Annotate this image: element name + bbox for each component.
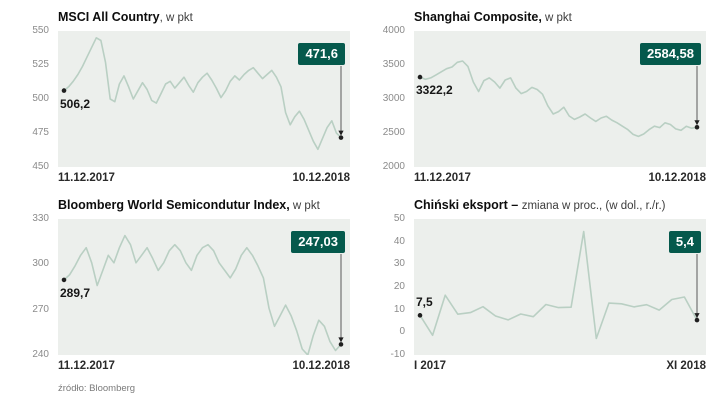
y-axis-ticks: 50 40 30 20 10 0 -10 (368, 213, 410, 360)
line-chart-svg (61, 37, 344, 151)
y-axis-ticks: 4000 3500 3000 2500 2000 (368, 25, 410, 172)
start-value-label: 7,5 (416, 295, 433, 310)
chart-area: 550 525 500 475 450 506,2 471,6 (12, 25, 352, 172)
y-tick-label: 525 (32, 59, 49, 70)
chart-area: 4000 3500 3000 2500 2000 3322,2 2584,58 (368, 25, 708, 172)
line-chart-svg (417, 230, 700, 340)
x-end-label: 10.12.2018 (292, 172, 350, 184)
y-tick-label: 550 (32, 25, 49, 36)
x-axis-labels: 11.12.2017 10.12.2018 (12, 172, 352, 184)
end-point-dot (694, 124, 700, 130)
chart-title-unit: w pkt (289, 200, 320, 212)
y-tick-label: 30 (393, 258, 405, 270)
chart-panel-chinese-exports: Chiński eksport – zmiana w proc., (w dol… (368, 196, 708, 372)
y-tick-label: -10 (390, 349, 405, 360)
chart-area: 50 40 30 20 10 0 -10 7,5 5,4 (368, 213, 708, 360)
y-tick-label: 0 (399, 326, 405, 338)
x-end-label: 10.12.2018 (648, 172, 706, 184)
y-tick-label: 4000 (382, 25, 405, 36)
end-value-badge: 5,4 (668, 231, 701, 253)
y-tick-label: 3500 (382, 59, 405, 70)
y-tick-label: 270 (32, 303, 49, 315)
chart-title-unit: w pkt (541, 12, 572, 24)
start-point-dot (417, 74, 423, 80)
end-value-badge: 247,03 (291, 231, 345, 253)
series-line (419, 230, 698, 340)
chart-title-main: MSCI All Country (58, 10, 160, 24)
line-chart-svg (417, 60, 700, 138)
y-tick-label: 475 (32, 127, 49, 138)
charts-grid: MSCI All Country, w pkt 550 525 500 475 450 … (12, 8, 708, 372)
chart-title: Shanghai Composite, w pkt (368, 10, 708, 24)
x-end-label: 10.12.2018 (292, 360, 350, 372)
x-start-label: I 2017 (414, 360, 446, 372)
plot-area: 506,2 471,6 (58, 31, 350, 167)
y-tick-label: 20 (393, 281, 405, 292)
y-axis-ticks: 550 525 500 475 450 (12, 25, 54, 172)
y-tick-label: 450 (32, 161, 49, 172)
x-axis-labels: 11.12.2017 10.12.2018 (12, 360, 352, 372)
chart-title: Bloomberg World Semicondutur Index, w pk… (12, 198, 352, 212)
start-point-dot (417, 313, 423, 318)
series-line (419, 60, 698, 138)
plot-area: 7,5 5,4 (414, 219, 706, 355)
arrowhead-down-icon (694, 313, 700, 319)
y-tick-label: 2500 (382, 127, 405, 138)
arrowhead-down-icon (338, 130, 344, 136)
chart-title-main: Shanghai Composite, (414, 10, 542, 24)
chart-title-main: Bloomberg World Semicondutur Index, (58, 198, 290, 212)
x-end-label: XI 2018 (666, 360, 706, 372)
y-tick-label: 50 (393, 213, 405, 224)
x-start-label: 11.12.2017 (58, 172, 115, 184)
end-value-badge: 2584,58 (640, 43, 701, 65)
y-tick-label: 500 (32, 93, 49, 104)
end-point-dot (338, 135, 344, 140)
start-value-label: 3322,2 (416, 83, 453, 98)
series-line (63, 234, 342, 355)
end-value-badge: 471,6 (298, 43, 345, 65)
chart-title: Chiński eksport – zmiana w proc., (w dol… (368, 198, 708, 212)
chart-title-main: Chiński eksport – (414, 198, 522, 212)
chart-title: MSCI All Country, w pkt (12, 10, 352, 24)
series-line (63, 37, 342, 151)
x-axis-labels: 11.12.2017 10.12.2018 (368, 172, 708, 184)
y-tick-label: 10 (393, 303, 405, 315)
arrowhead-down-icon (694, 120, 700, 126)
x-start-label: 11.12.2017 (414, 172, 471, 184)
chart-panel-msci-all-country: MSCI All Country, w pkt 550 525 500 475 450 … (12, 8, 352, 184)
y-axis-ticks: 330 300 270 240 (12, 213, 54, 360)
chart-panel-semiconductor-index: Bloomberg World Semicondutur Index, w pk… (12, 196, 352, 372)
start-point-dot (61, 88, 67, 93)
end-point-dot (694, 317, 700, 323)
start-value-label: 506,2 (60, 96, 91, 111)
chart-title-unit: , w pkt (159, 12, 193, 24)
line-chart-svg (61, 234, 344, 355)
x-axis-labels: I 2017 XI 2018 (368, 360, 708, 372)
plot-area: 3322,2 2584,58 (414, 31, 706, 167)
chart-area: 330 300 270 240 289,7 247,03 (12, 213, 352, 360)
arrowhead-down-icon (338, 337, 344, 343)
plot-area: 289,7 247,03 (58, 219, 350, 355)
x-start-label: 11.12.2017 (58, 360, 115, 372)
chart-panel-shanghai-composite: Shanghai Composite, w pkt 4000 3500 3000 25… (368, 8, 708, 184)
source-attribution: źródło: Bloomberg (58, 383, 136, 394)
end-point-dot (338, 342, 344, 347)
y-tick-label: 40 (393, 235, 405, 247)
y-tick-label: 2000 (382, 161, 405, 172)
start-value-label: 289,7 (60, 285, 91, 300)
chart-title-unit: zmiana w proc., (w dol., r./r.) (521, 200, 666, 212)
y-tick-label: 330 (32, 213, 49, 224)
y-tick-label: 3000 (382, 93, 405, 104)
y-tick-label: 300 (32, 258, 49, 270)
y-tick-label: 240 (32, 349, 49, 360)
start-point-dot (61, 277, 67, 283)
